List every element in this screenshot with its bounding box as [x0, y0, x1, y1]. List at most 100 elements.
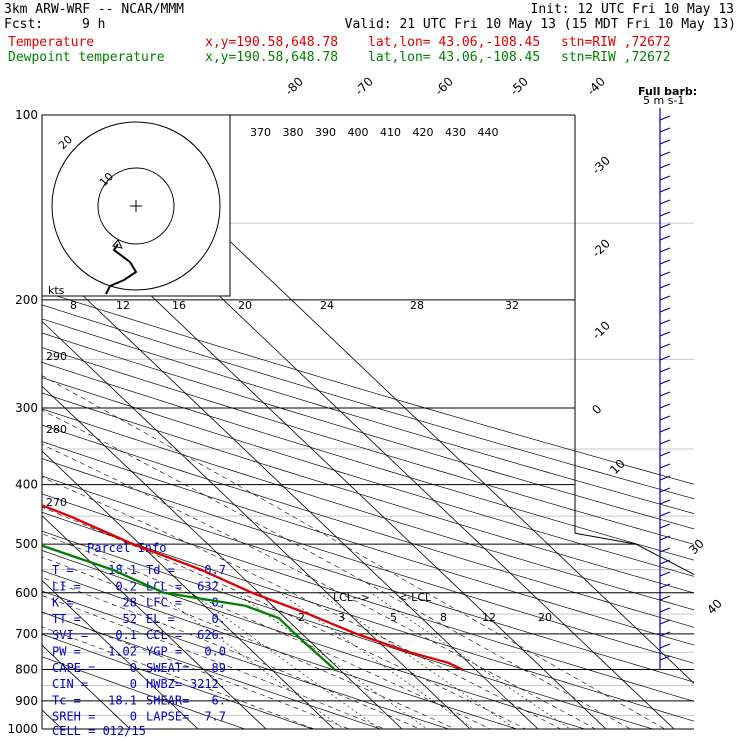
- wind-barb: [659, 175, 671, 181]
- isotherm-label: 10: [607, 456, 628, 477]
- dry-adiabat-line: [42, 590, 450, 729]
- dry-adiabat-line: [42, 570, 518, 729]
- parcel-field-value: 632.: [197, 579, 226, 593]
- parcel-field-label: YGP =: [146, 645, 182, 659]
- dry-adiabat-line: [42, 441, 694, 646]
- moist-adiabat-line: [42, 375, 666, 729]
- wind-barb: [659, 487, 671, 493]
- pressure-label-400: 400: [15, 478, 38, 492]
- hodograph-speed-label: 20: [238, 299, 252, 312]
- mixing-ratio-line: [279, 592, 475, 729]
- wind-barb: [659, 463, 671, 469]
- temperature-legend-label: Temperature: [8, 35, 95, 50]
- parcel-info-title: Parcel Info: [87, 541, 166, 555]
- isotherm-label: 40: [704, 596, 725, 617]
- pressure-label-800: 800: [15, 662, 38, 676]
- hodograph-speed-label: kts: [48, 284, 65, 297]
- parcel-field-value: 52: [123, 612, 137, 626]
- isotherm-label: -30: [589, 153, 613, 177]
- mixing-ratio-label: 2: [298, 611, 305, 624]
- wind-barb: [659, 127, 671, 133]
- hodograph-trace: [105, 243, 138, 295]
- wind-barb: [659, 187, 671, 193]
- parcel-field-label: TT =: [52, 612, 81, 626]
- wind-barb: [659, 547, 671, 553]
- isotherm-label: 30: [686, 536, 707, 557]
- parcel-field-label: PW =: [52, 645, 81, 659]
- dry-adiabat-line: [42, 332, 694, 530]
- wind-barb: [659, 223, 671, 229]
- wind-barb: [659, 295, 671, 301]
- parcel-field-value: 0: [130, 661, 137, 675]
- wind-barb: [659, 259, 671, 265]
- dry-adiabat-line: [42, 611, 382, 729]
- mixing-ratio-label: 20: [538, 611, 552, 624]
- parcel-field-label: CAPE =: [52, 661, 95, 675]
- parcel-field-label: SREH =: [52, 710, 95, 724]
- theta-label: 380: [283, 126, 304, 139]
- dewpoint-xy: x,y=190.58,648.78: [205, 50, 339, 65]
- wind-barb: [659, 619, 671, 625]
- wind-barb: [659, 535, 671, 541]
- hodograph-speed-label: 16: [172, 299, 186, 312]
- moist-adiabat-line: [42, 556, 456, 729]
- parcel-field-label: SHEAR=: [146, 693, 189, 707]
- wind-barb: [659, 499, 671, 505]
- parcel-field-value: 0.1: [115, 628, 137, 642]
- parcel-field-value: 18.1: [108, 563, 137, 577]
- isotherm-label: -50: [507, 74, 531, 98]
- wind-barb: [659, 391, 671, 397]
- moist-adiabat-line: [42, 409, 631, 729]
- parcel-field-label: CIN =: [52, 677, 88, 691]
- theta-label: 440: [478, 126, 499, 139]
- wind-barb: [659, 451, 671, 457]
- theta-label: 430: [445, 126, 466, 139]
- mixing-ratio-line: [191, 592, 381, 729]
- wind-barb: [659, 331, 671, 337]
- dry-adiabat-line: [42, 408, 694, 611]
- right-axis-slant-2: [635, 543, 695, 575]
- parcel-field-value: 0.2: [115, 579, 137, 593]
- isotherm-label: 0: [589, 402, 604, 417]
- isotherm-label: -40: [584, 74, 608, 98]
- temperature-latlon: lat,lon= 43.06,-108.45: [368, 35, 541, 50]
- wind-barb: [659, 643, 671, 649]
- wind-barb: [659, 211, 671, 217]
- parcel-field-value: 0.0: [204, 645, 226, 659]
- parcel-field-value: 18.1: [108, 693, 137, 707]
- parcel-field-label: LFC =: [146, 596, 182, 610]
- parcel-field-label: LAPSE=: [146, 710, 189, 724]
- moist-adiabat-line: [42, 444, 597, 729]
- moist-adiabat-line: [42, 476, 562, 729]
- isotherm-label: -10: [589, 318, 613, 342]
- wind-barb: [659, 367, 671, 373]
- mixing-ratio-label: 12: [482, 611, 496, 624]
- parcel-field-value: 1.02: [108, 645, 137, 659]
- temperature-station: stn=RIW ,72672: [561, 35, 671, 50]
- hodograph-speed-label: 8: [70, 299, 77, 312]
- parcel-field-value: 0.: [212, 612, 226, 626]
- lcl-label: <-LCL: [398, 591, 432, 604]
- parcel-field-value: -0.7: [197, 563, 226, 577]
- wind-barb: [659, 475, 671, 481]
- parcel-field-label: EL =: [146, 612, 175, 626]
- lcl-label: LCL-->: [333, 591, 370, 604]
- isotherm-line: [0, 87, 8, 740]
- mixing-ratio-line: [370, 592, 571, 729]
- dewpoint-legend-label: Dewpoint temperature: [8, 50, 165, 65]
- isotherm-line: [42, 515, 267, 729]
- wind-barb: [659, 523, 671, 529]
- parcel-field-label: Td =: [146, 563, 175, 577]
- isotherm-label: -80: [282, 74, 306, 98]
- wind-barb: [659, 151, 671, 157]
- wind-barb: [659, 235, 671, 241]
- pressure-label-1000: 1000: [7, 722, 38, 736]
- parcel-field-label: SVI =: [52, 628, 88, 642]
- wind-barb: [659, 379, 671, 385]
- theta-label: 280: [46, 423, 67, 436]
- theta-label: 270: [46, 496, 67, 509]
- forecast-label: Fcst:: [4, 17, 44, 32]
- wind-barb: [659, 271, 671, 277]
- isotherm-label: -20: [589, 236, 613, 260]
